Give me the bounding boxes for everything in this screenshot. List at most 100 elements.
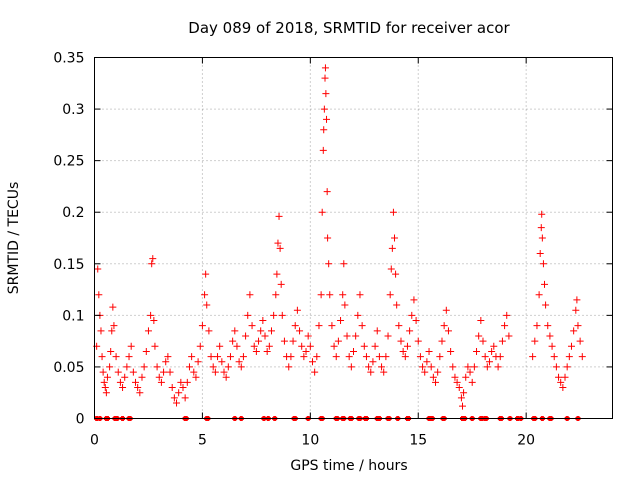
data-point bbox=[106, 363, 114, 371]
data-point bbox=[391, 234, 399, 242]
data-point bbox=[330, 342, 338, 350]
data-point bbox=[233, 342, 241, 350]
data-point bbox=[539, 260, 547, 268]
data-point bbox=[475, 332, 483, 340]
data-point bbox=[460, 389, 468, 397]
data-point bbox=[211, 368, 219, 376]
data-point bbox=[218, 358, 226, 366]
data-point bbox=[423, 358, 431, 366]
data-point bbox=[248, 322, 256, 330]
x-axis-label: GPS time / hours bbox=[290, 458, 407, 474]
data-point bbox=[323, 115, 331, 123]
data-point bbox=[114, 368, 122, 376]
data-point bbox=[542, 301, 550, 309]
data-point bbox=[308, 358, 316, 366]
data-point bbox=[473, 347, 481, 355]
data-point bbox=[572, 306, 580, 314]
data-point bbox=[378, 363, 386, 371]
data-point bbox=[270, 311, 278, 319]
data-point bbox=[119, 384, 127, 392]
data-point bbox=[483, 363, 491, 371]
data-point bbox=[362, 353, 370, 361]
data-point bbox=[151, 342, 159, 350]
x-tick-label: 10 bbox=[301, 433, 319, 449]
data-point bbox=[531, 337, 539, 345]
data-point bbox=[406, 327, 414, 335]
data-point bbox=[280, 337, 288, 345]
data-point bbox=[175, 389, 183, 397]
data-point bbox=[318, 208, 326, 216]
data-point bbox=[384, 332, 392, 340]
data-point bbox=[412, 317, 420, 325]
data-point bbox=[536, 249, 544, 257]
data-point bbox=[485, 358, 493, 366]
data-point bbox=[449, 363, 457, 371]
data-point bbox=[125, 353, 133, 361]
data-point bbox=[138, 373, 146, 381]
data-point bbox=[328, 322, 336, 330]
data-point bbox=[229, 337, 237, 345]
tick-labels: 0 0.05 0.1 0.15 0.2 0.25 0.3 0.35 0 5 10 15 20 bbox=[53, 51, 535, 449]
data-point bbox=[323, 188, 331, 196]
data-point bbox=[123, 363, 131, 371]
data-point bbox=[538, 234, 546, 242]
data-point bbox=[358, 322, 366, 330]
data-point bbox=[103, 373, 111, 381]
grid bbox=[94, 57, 613, 419]
data-point bbox=[481, 353, 489, 361]
data-point bbox=[237, 363, 245, 371]
data-point bbox=[388, 244, 396, 252]
data-point bbox=[464, 363, 472, 371]
data-point bbox=[352, 332, 360, 340]
data-point bbox=[470, 363, 478, 371]
data-point bbox=[315, 322, 323, 330]
data-point bbox=[321, 74, 329, 82]
y-tick-label: 0.35 bbox=[53, 51, 84, 67]
y-tick-label: 0 bbox=[76, 412, 85, 428]
data-point bbox=[503, 311, 511, 319]
data-point bbox=[216, 342, 224, 350]
data-point bbox=[261, 332, 269, 340]
data-point bbox=[224, 363, 232, 371]
data-point bbox=[94, 265, 102, 273]
data-point bbox=[202, 270, 210, 278]
data-point bbox=[399, 347, 407, 355]
data-point bbox=[177, 378, 185, 386]
data-point bbox=[109, 303, 117, 311]
data-point bbox=[98, 353, 106, 361]
data-point bbox=[578, 353, 586, 361]
data-point bbox=[127, 342, 135, 350]
data-point bbox=[341, 301, 349, 309]
data-point bbox=[160, 368, 168, 376]
data-point bbox=[239, 353, 247, 361]
data-point bbox=[457, 394, 465, 402]
data-point bbox=[170, 394, 178, 402]
data-point bbox=[573, 296, 581, 304]
data-point bbox=[100, 378, 108, 386]
plot-frame bbox=[94, 57, 613, 419]
data-point bbox=[209, 363, 217, 371]
data-point bbox=[277, 280, 285, 288]
data-point bbox=[496, 353, 504, 361]
data-point bbox=[548, 342, 556, 350]
data-point bbox=[414, 337, 422, 345]
data-point bbox=[121, 373, 129, 381]
x-tick-label: 15 bbox=[409, 433, 427, 449]
data-point bbox=[458, 402, 466, 410]
data-point bbox=[466, 368, 474, 376]
data-point bbox=[427, 363, 435, 371]
data-point bbox=[168, 384, 176, 392]
data-point bbox=[107, 347, 115, 355]
data-point bbox=[365, 363, 373, 371]
data-point bbox=[150, 317, 158, 325]
data-point bbox=[149, 255, 157, 263]
y-tick-label: 0.3 bbox=[62, 102, 84, 118]
data-point bbox=[453, 378, 461, 386]
data-point bbox=[203, 301, 211, 309]
axis-ticks bbox=[94, 57, 613, 419]
data-point bbox=[140, 363, 148, 371]
data-point bbox=[153, 363, 161, 371]
data-point bbox=[313, 353, 321, 361]
data-point bbox=[488, 347, 496, 355]
